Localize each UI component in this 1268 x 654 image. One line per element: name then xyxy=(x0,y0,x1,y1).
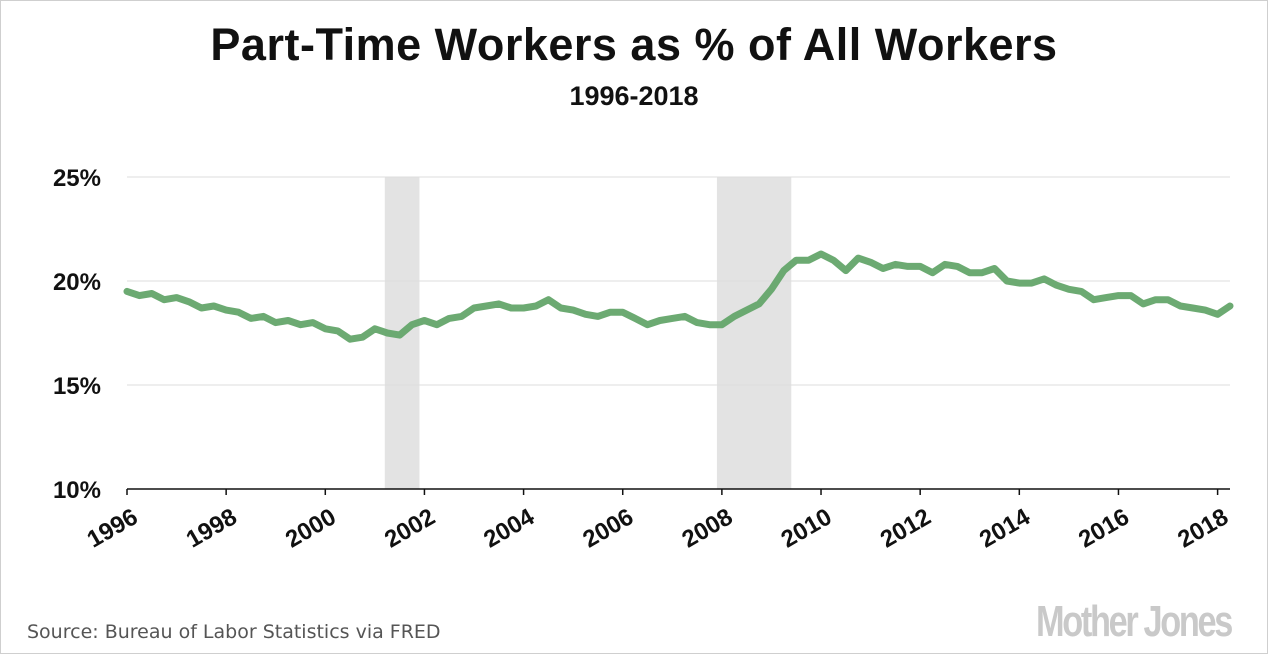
x-tick-label: 2010 xyxy=(777,503,837,553)
series-line xyxy=(123,250,1234,343)
x-tick-label: 1996 xyxy=(83,503,143,553)
x-tick-label: 2012 xyxy=(876,503,936,553)
mother-jones-logo: Mother Jones xyxy=(1035,597,1233,646)
x-tick-label: 2004 xyxy=(479,503,539,553)
x-tick-label: 1998 xyxy=(182,503,242,553)
chart-subtitle: 1996-2018 xyxy=(569,81,699,111)
x-tick-label: 2000 xyxy=(281,503,341,553)
y-tick-label: 25% xyxy=(53,165,101,192)
x-tick-label: 2006 xyxy=(578,503,638,553)
x-tick-label: 2002 xyxy=(380,503,440,553)
x-tick-label: 2014 xyxy=(975,503,1035,553)
y-tick-label: 20% xyxy=(53,269,101,296)
x-tick-label: 2018 xyxy=(1173,503,1233,553)
x-tick-label: 2016 xyxy=(1074,503,1134,553)
line-chart: 10% 15% 20% 25% 1996 1998 2000 2002 2004 2006 2008… xyxy=(53,165,1234,553)
x-tick-label: 2008 xyxy=(678,503,738,553)
source-note: Source: Bureau of Labor Statistics via F… xyxy=(27,621,441,643)
y-tick-label: 15% xyxy=(53,373,101,400)
recession-band xyxy=(716,177,792,489)
y-tick-label: 10% xyxy=(53,477,101,504)
chart-title: Part-Time Workers as % of All Workers xyxy=(210,19,1058,70)
